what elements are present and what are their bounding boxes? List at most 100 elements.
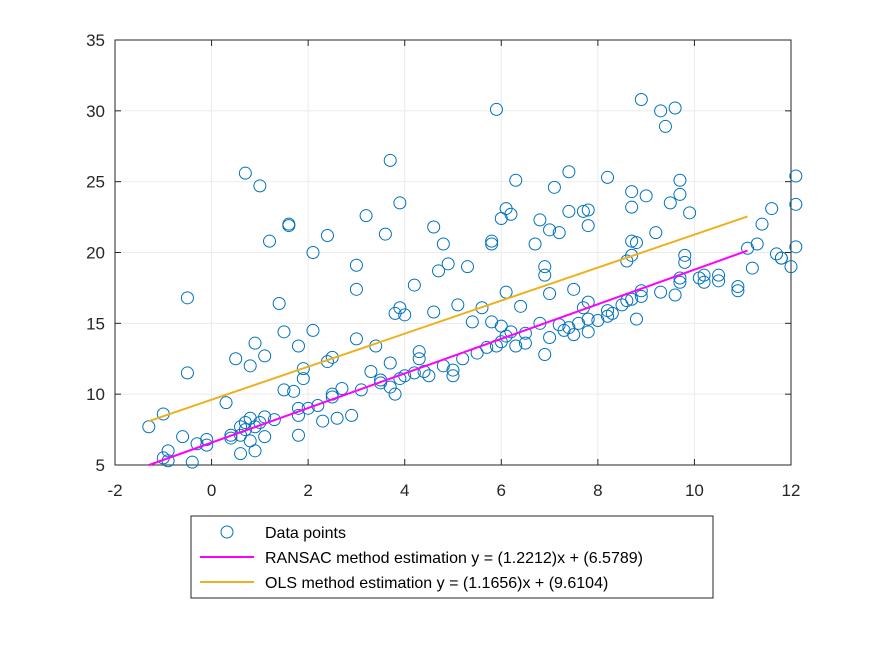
data-point [514, 299, 528, 313]
data-point [639, 189, 653, 203]
data-point [634, 93, 648, 106]
data-point [789, 240, 803, 254]
axes [114, 39, 792, 466]
data-point [538, 348, 552, 361]
data-point [460, 260, 474, 274]
data-point [349, 332, 363, 346]
data-point [451, 298, 465, 312]
data-point [465, 315, 479, 329]
y-tick-label: 15 [86, 314, 105, 333]
data-point [499, 329, 513, 343]
data-point [200, 433, 214, 446]
data-point [238, 166, 252, 180]
data-point [504, 325, 518, 339]
data-point [480, 340, 494, 354]
data-point [605, 306, 619, 320]
y-tick-label: 20 [86, 244, 105, 263]
legend-label: RANSAC method estimation y = (1.2212)x +… [265, 550, 643, 567]
data-point [615, 298, 629, 312]
data-point [625, 185, 639, 199]
x-tick-label: 8 [593, 481, 602, 500]
data-point [311, 399, 325, 412]
data-point [518, 336, 532, 350]
data-point [277, 325, 291, 339]
data-point [629, 312, 643, 326]
data-point [316, 414, 330, 428]
data-point [528, 237, 542, 251]
data-point [320, 229, 334, 242]
fit-lines [148, 215, 748, 467]
data-point [475, 301, 489, 315]
ransac-fit-line [148, 249, 748, 467]
data-point [306, 323, 320, 337]
data-point [576, 204, 590, 218]
data-point [509, 173, 523, 187]
data-point [287, 384, 301, 398]
data-point [412, 352, 426, 366]
legend-items: Data points RANSAC method estimation y = … [200, 525, 643, 592]
data-point [364, 365, 378, 378]
data-point [248, 336, 262, 350]
x-tick-label: -2 [107, 481, 122, 500]
data-point [562, 165, 576, 179]
data-point [731, 284, 745, 298]
data-point [649, 226, 663, 240]
data-point [349, 258, 363, 272]
data-point [296, 362, 310, 376]
data-point [489, 102, 503, 116]
data-point [547, 180, 561, 194]
data-point [267, 413, 281, 427]
data-point [581, 219, 595, 233]
data-point [654, 285, 668, 299]
y-tick-label: 5 [96, 456, 105, 475]
data-point [383, 380, 397, 394]
data-point [697, 275, 711, 289]
legend-label: Data points [265, 525, 346, 542]
data-point [789, 169, 803, 183]
data-point [407, 278, 421, 292]
data-point [277, 383, 291, 397]
data-point [538, 268, 552, 282]
y-tick-label: 25 [86, 173, 105, 192]
data-point [441, 257, 455, 271]
data-point [263, 234, 277, 248]
data-point [673, 173, 687, 187]
data-point [234, 447, 248, 461]
data-point [629, 236, 643, 250]
data-point [330, 411, 344, 425]
tick-labels: -2 0 2 4 6 8 10 12 5 10 15 20 25 30 35 [86, 31, 800, 500]
data-point [282, 219, 296, 233]
data-point [224, 428, 238, 442]
data-point [543, 287, 557, 301]
y-tick-label: 35 [86, 31, 105, 50]
data-point [359, 209, 373, 223]
data-point [634, 289, 648, 303]
data-point [180, 291, 194, 305]
data-point [219, 396, 233, 410]
x-tick-label: 2 [303, 481, 312, 500]
data-point [185, 455, 199, 469]
data-point [765, 202, 779, 216]
data-point [258, 349, 272, 363]
data-points [142, 93, 803, 469]
legend: Data points RANSAC method estimation y = … [190, 515, 714, 599]
data-point [180, 366, 194, 380]
data-point [291, 428, 305, 442]
y-tick-label: 30 [86, 102, 105, 121]
data-point [770, 247, 784, 261]
data-point [229, 352, 243, 366]
data-point [504, 207, 518, 221]
data-point [291, 408, 305, 422]
data-point [412, 345, 426, 359]
data-point [731, 280, 745, 293]
data-point [581, 325, 595, 339]
data-point [398, 308, 412, 322]
data-point [176, 430, 190, 444]
data-point [258, 430, 272, 444]
data-point [306, 246, 320, 259]
data-point [509, 339, 523, 353]
data-point [625, 234, 639, 248]
data-point [678, 248, 692, 262]
data-point [673, 187, 687, 201]
